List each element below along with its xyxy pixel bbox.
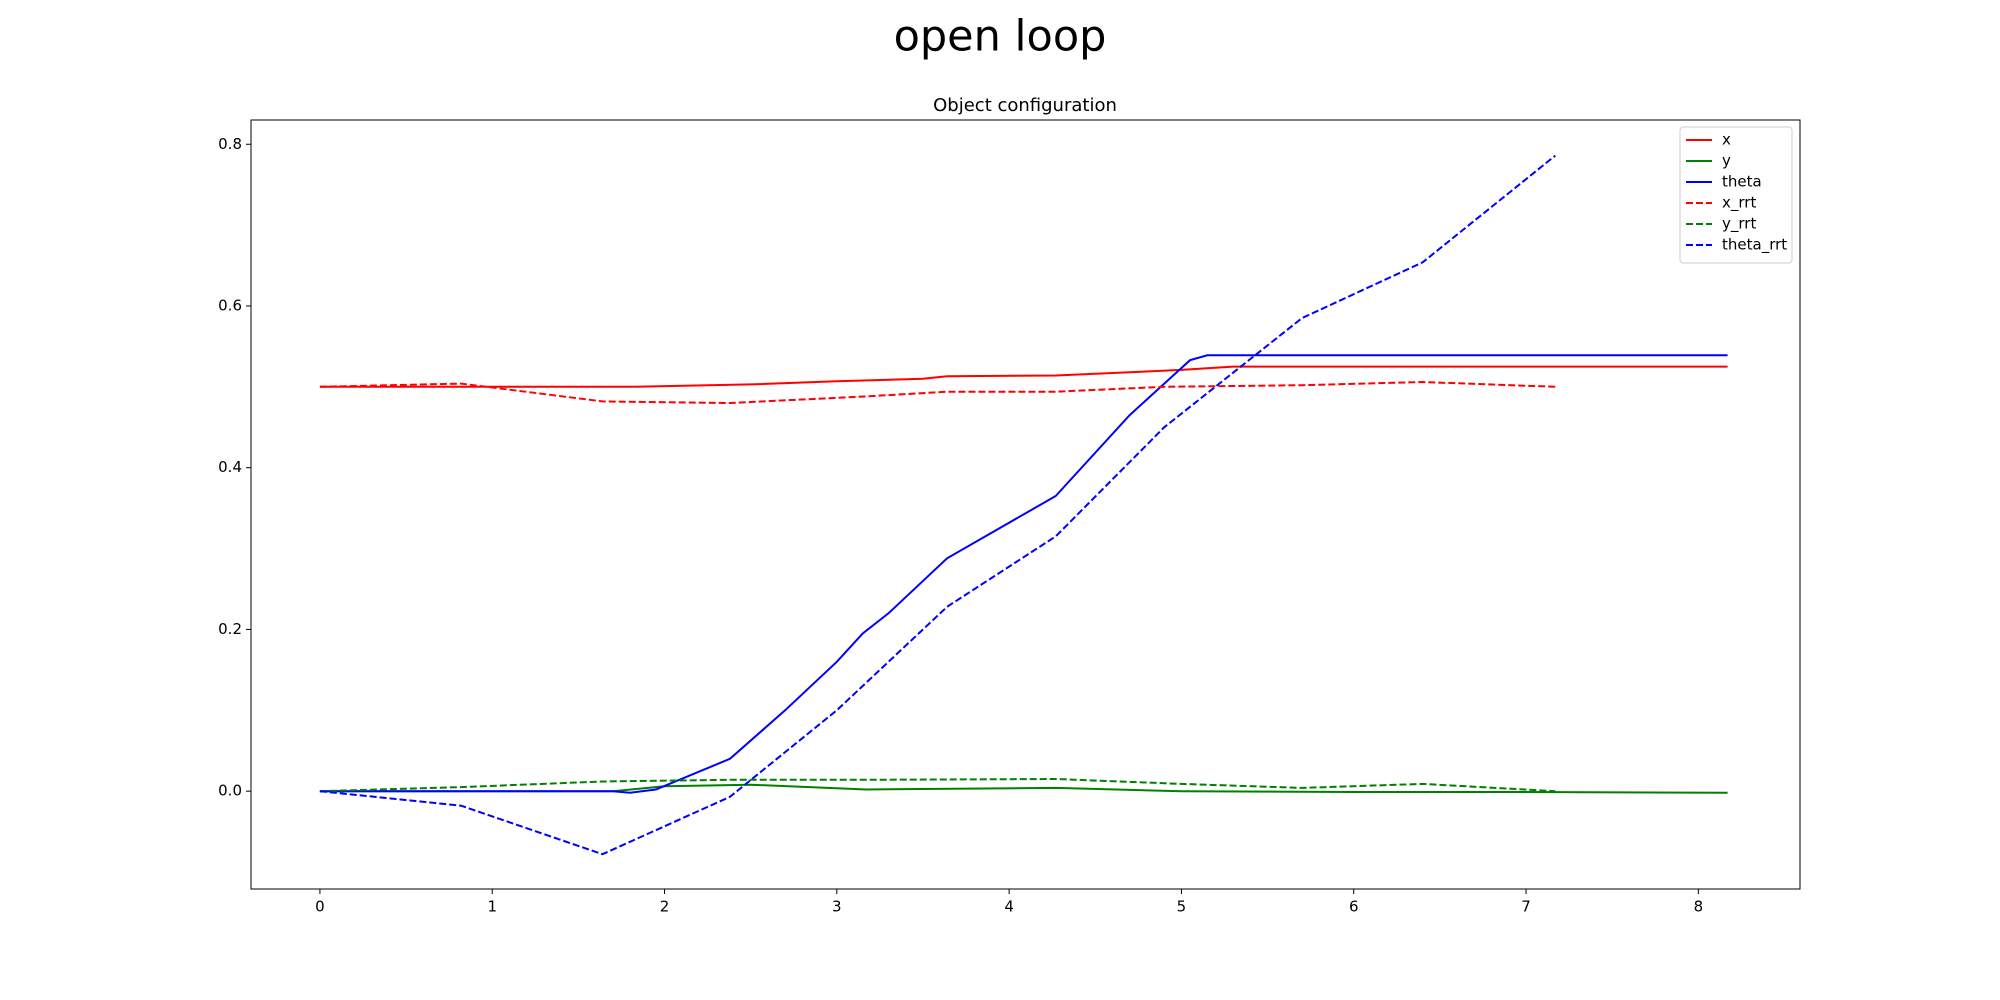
x-tick-label: 0 xyxy=(315,898,325,916)
y-tick-label: 0.8 xyxy=(218,135,242,153)
x-tick-label: 5 xyxy=(1177,898,1187,916)
legend-label: y xyxy=(1722,152,1731,170)
legend-label: theta xyxy=(1722,173,1762,191)
series-line xyxy=(319,783,1728,794)
plot-frame xyxy=(250,119,1801,890)
y-tick-label: 0.2 xyxy=(218,620,242,638)
legend-label: theta_rrt xyxy=(1722,236,1787,255)
chart-title: Object configuration xyxy=(933,95,1117,116)
y-tick-label: 0.4 xyxy=(218,458,242,476)
x-tick-label: 4 xyxy=(1004,898,1014,916)
x-tick-label: 2 xyxy=(660,898,670,916)
y-tick-label: 0.6 xyxy=(218,296,242,314)
x-tick-label: 7 xyxy=(1521,898,1531,916)
legend-label: x_rrt xyxy=(1722,194,1756,213)
x-tick-label: 8 xyxy=(1694,898,1704,916)
x-tick-label: 6 xyxy=(1349,898,1359,916)
legend-label: x xyxy=(1722,131,1731,149)
x-tick-label: 3 xyxy=(832,898,842,916)
legend-label: y_rrt xyxy=(1722,215,1756,234)
series-line xyxy=(319,365,1728,388)
y-tick-label: 0.0 xyxy=(218,782,242,800)
series-line xyxy=(319,777,1556,793)
series-line xyxy=(319,380,1556,405)
series-line xyxy=(319,154,1556,856)
figure-title: open loop xyxy=(894,12,1107,62)
x-tick-label: 1 xyxy=(487,898,497,916)
series-line xyxy=(319,354,1728,794)
